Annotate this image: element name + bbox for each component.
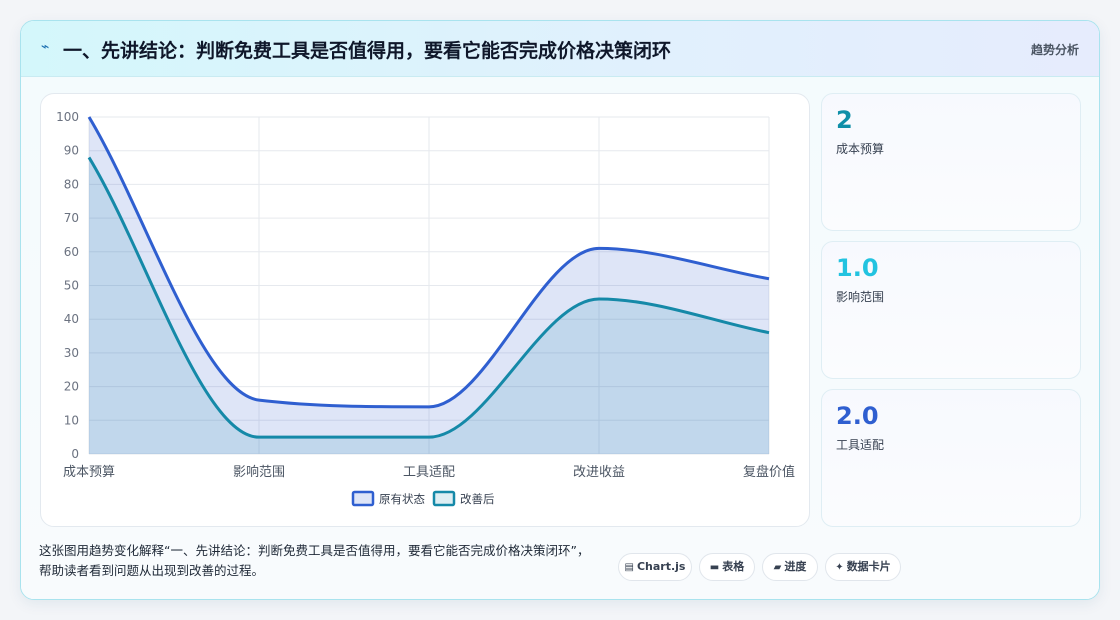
line-chart: 0 10 20 30 40 50 60 70 80 90 100 成本预算 影响范围 工具适配 改进收益 复盘…	[56, 110, 795, 507]
legend-swatch	[351, 490, 375, 507]
y-tick-label: 80	[64, 177, 79, 191]
y-tick-label: 60	[64, 245, 79, 259]
series-line	[87, 116, 770, 409]
table-icon: ▬	[709, 562, 720, 573]
legend-label: 改善后	[460, 492, 495, 506]
kpi-label: 工具适配	[836, 438, 885, 452]
legend-label: 原有状态	[379, 492, 425, 506]
chip-label: 进度	[784, 560, 807, 573]
x-tick-label: 改进收益	[573, 465, 625, 480]
chip-progress[interactable]: ▰ 进度	[762, 553, 818, 581]
y-tick-label: 100	[56, 110, 79, 124]
legend-swatch	[432, 490, 456, 507]
y-tick-label: 50	[64, 279, 79, 293]
sparkle-icon: ✦	[835, 562, 844, 573]
chart-description: 这张图用趋势变化解释“一、先讲结论：判断免费工具是否值得用，要看它能否完成价格决…	[39, 543, 590, 578]
kpi-label: 影响范围	[836, 290, 885, 304]
chip-data-card[interactable]: ✦ 数据卡片	[825, 553, 901, 581]
kpi-value: 1.0	[836, 254, 879, 282]
bolt-icon: ⌁	[41, 39, 50, 55]
series-line	[87, 156, 770, 439]
series-area	[89, 117, 769, 454]
y-tick-label: 90	[64, 144, 79, 158]
chip-label: 数据卡片	[846, 560, 891, 573]
chart-panel: 0 10 20 30 40 50 60 70 80 90 100 成本预算 影响范围 工具适配 改进收益 复盘…	[40, 93, 810, 527]
card-header: ⌁ 一、先讲结论：判断免费工具是否值得用，要看它能否完成价格决策闭环 趋势分析	[21, 21, 1099, 77]
y-tick-label: 20	[64, 380, 79, 394]
report-card: ⌁ 一、先讲结论：判断免费工具是否值得用，要看它能否完成价格决策闭环 趋势分析 …	[20, 20, 1100, 600]
kpi-label: 成本预算	[836, 142, 885, 156]
series-area	[89, 157, 769, 454]
header-tag: 趋势分析	[1030, 43, 1079, 57]
progress-icon: ▰	[773, 562, 782, 573]
chart-icon: ▤	[624, 562, 634, 573]
kpi-card-fit: 2.0 工具适配	[821, 389, 1081, 527]
chip-chartjs[interactable]: ▤ Chart.js	[618, 553, 692, 581]
x-tick-label: 工具适配	[403, 465, 455, 480]
y-tick-label: 40	[64, 312, 79, 326]
kpi-value: 2.0	[836, 402, 879, 430]
chip-label: Chart.js	[636, 560, 686, 573]
y-tick-label: 0	[71, 447, 79, 461]
x-tick-label: 复盘价值	[743, 464, 795, 480]
x-tick-label: 成本预算	[63, 465, 115, 480]
chip-label: 表格	[722, 560, 745, 573]
chip-table[interactable]: ▬ 表格	[699, 553, 755, 581]
y-tick-label: 10	[64, 413, 79, 427]
kpi-card-scope: 1.0 影响范围	[821, 241, 1081, 379]
y-tick-label: 70	[64, 211, 79, 225]
page-title: 一、先讲结论：判断免费工具是否值得用，要看它能否完成价格决策闭环	[63, 40, 672, 62]
kpi-card-cost: 2 成本预算	[821, 93, 1081, 231]
y-tick-label: 30	[64, 346, 79, 360]
kpi-value: 2	[836, 106, 853, 134]
x-tick-label: 影响范围	[233, 464, 285, 480]
